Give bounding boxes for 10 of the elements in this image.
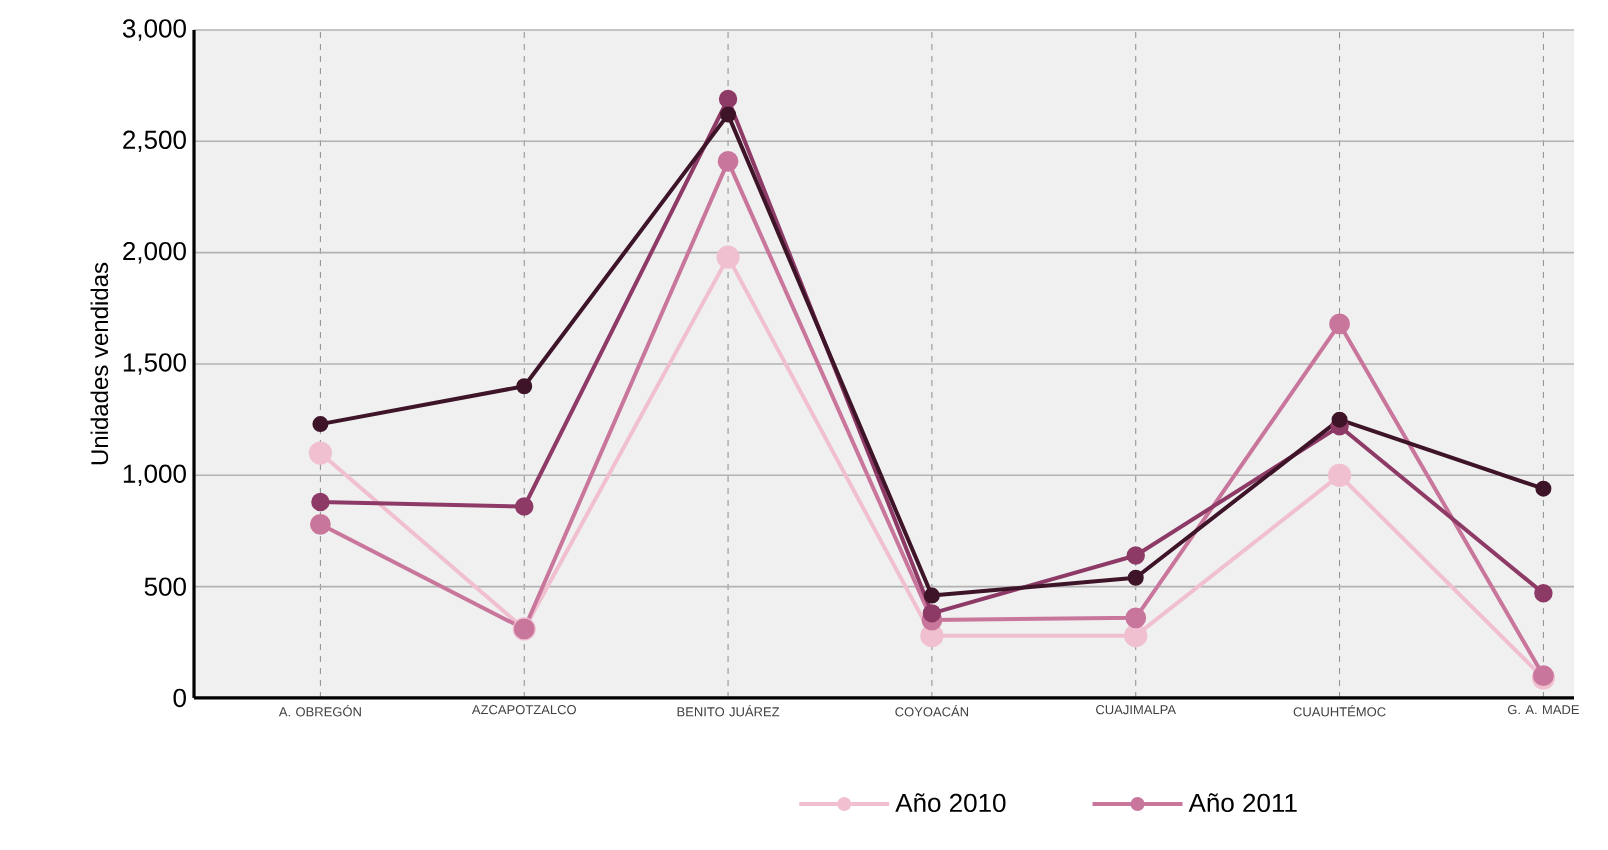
legend-label: Año 2011 <box>1188 793 1297 813</box>
y-tick-label: 1,000 <box>123 464 186 487</box>
y-tick-label: 1,500 <box>123 353 186 375</box>
y-tick-label: 3,000 <box>122 19 186 41</box>
y-tick-label: 0 <box>173 688 186 708</box>
y-axis-title: Unidades vendidas <box>90 262 109 465</box>
y-tick-label: 2,000 <box>123 241 186 264</box>
y-tick-label: 500 <box>144 577 186 596</box>
y-tick-label: 2,500 <box>123 130 186 153</box>
legend-label: Año 2010 <box>895 793 1006 813</box>
